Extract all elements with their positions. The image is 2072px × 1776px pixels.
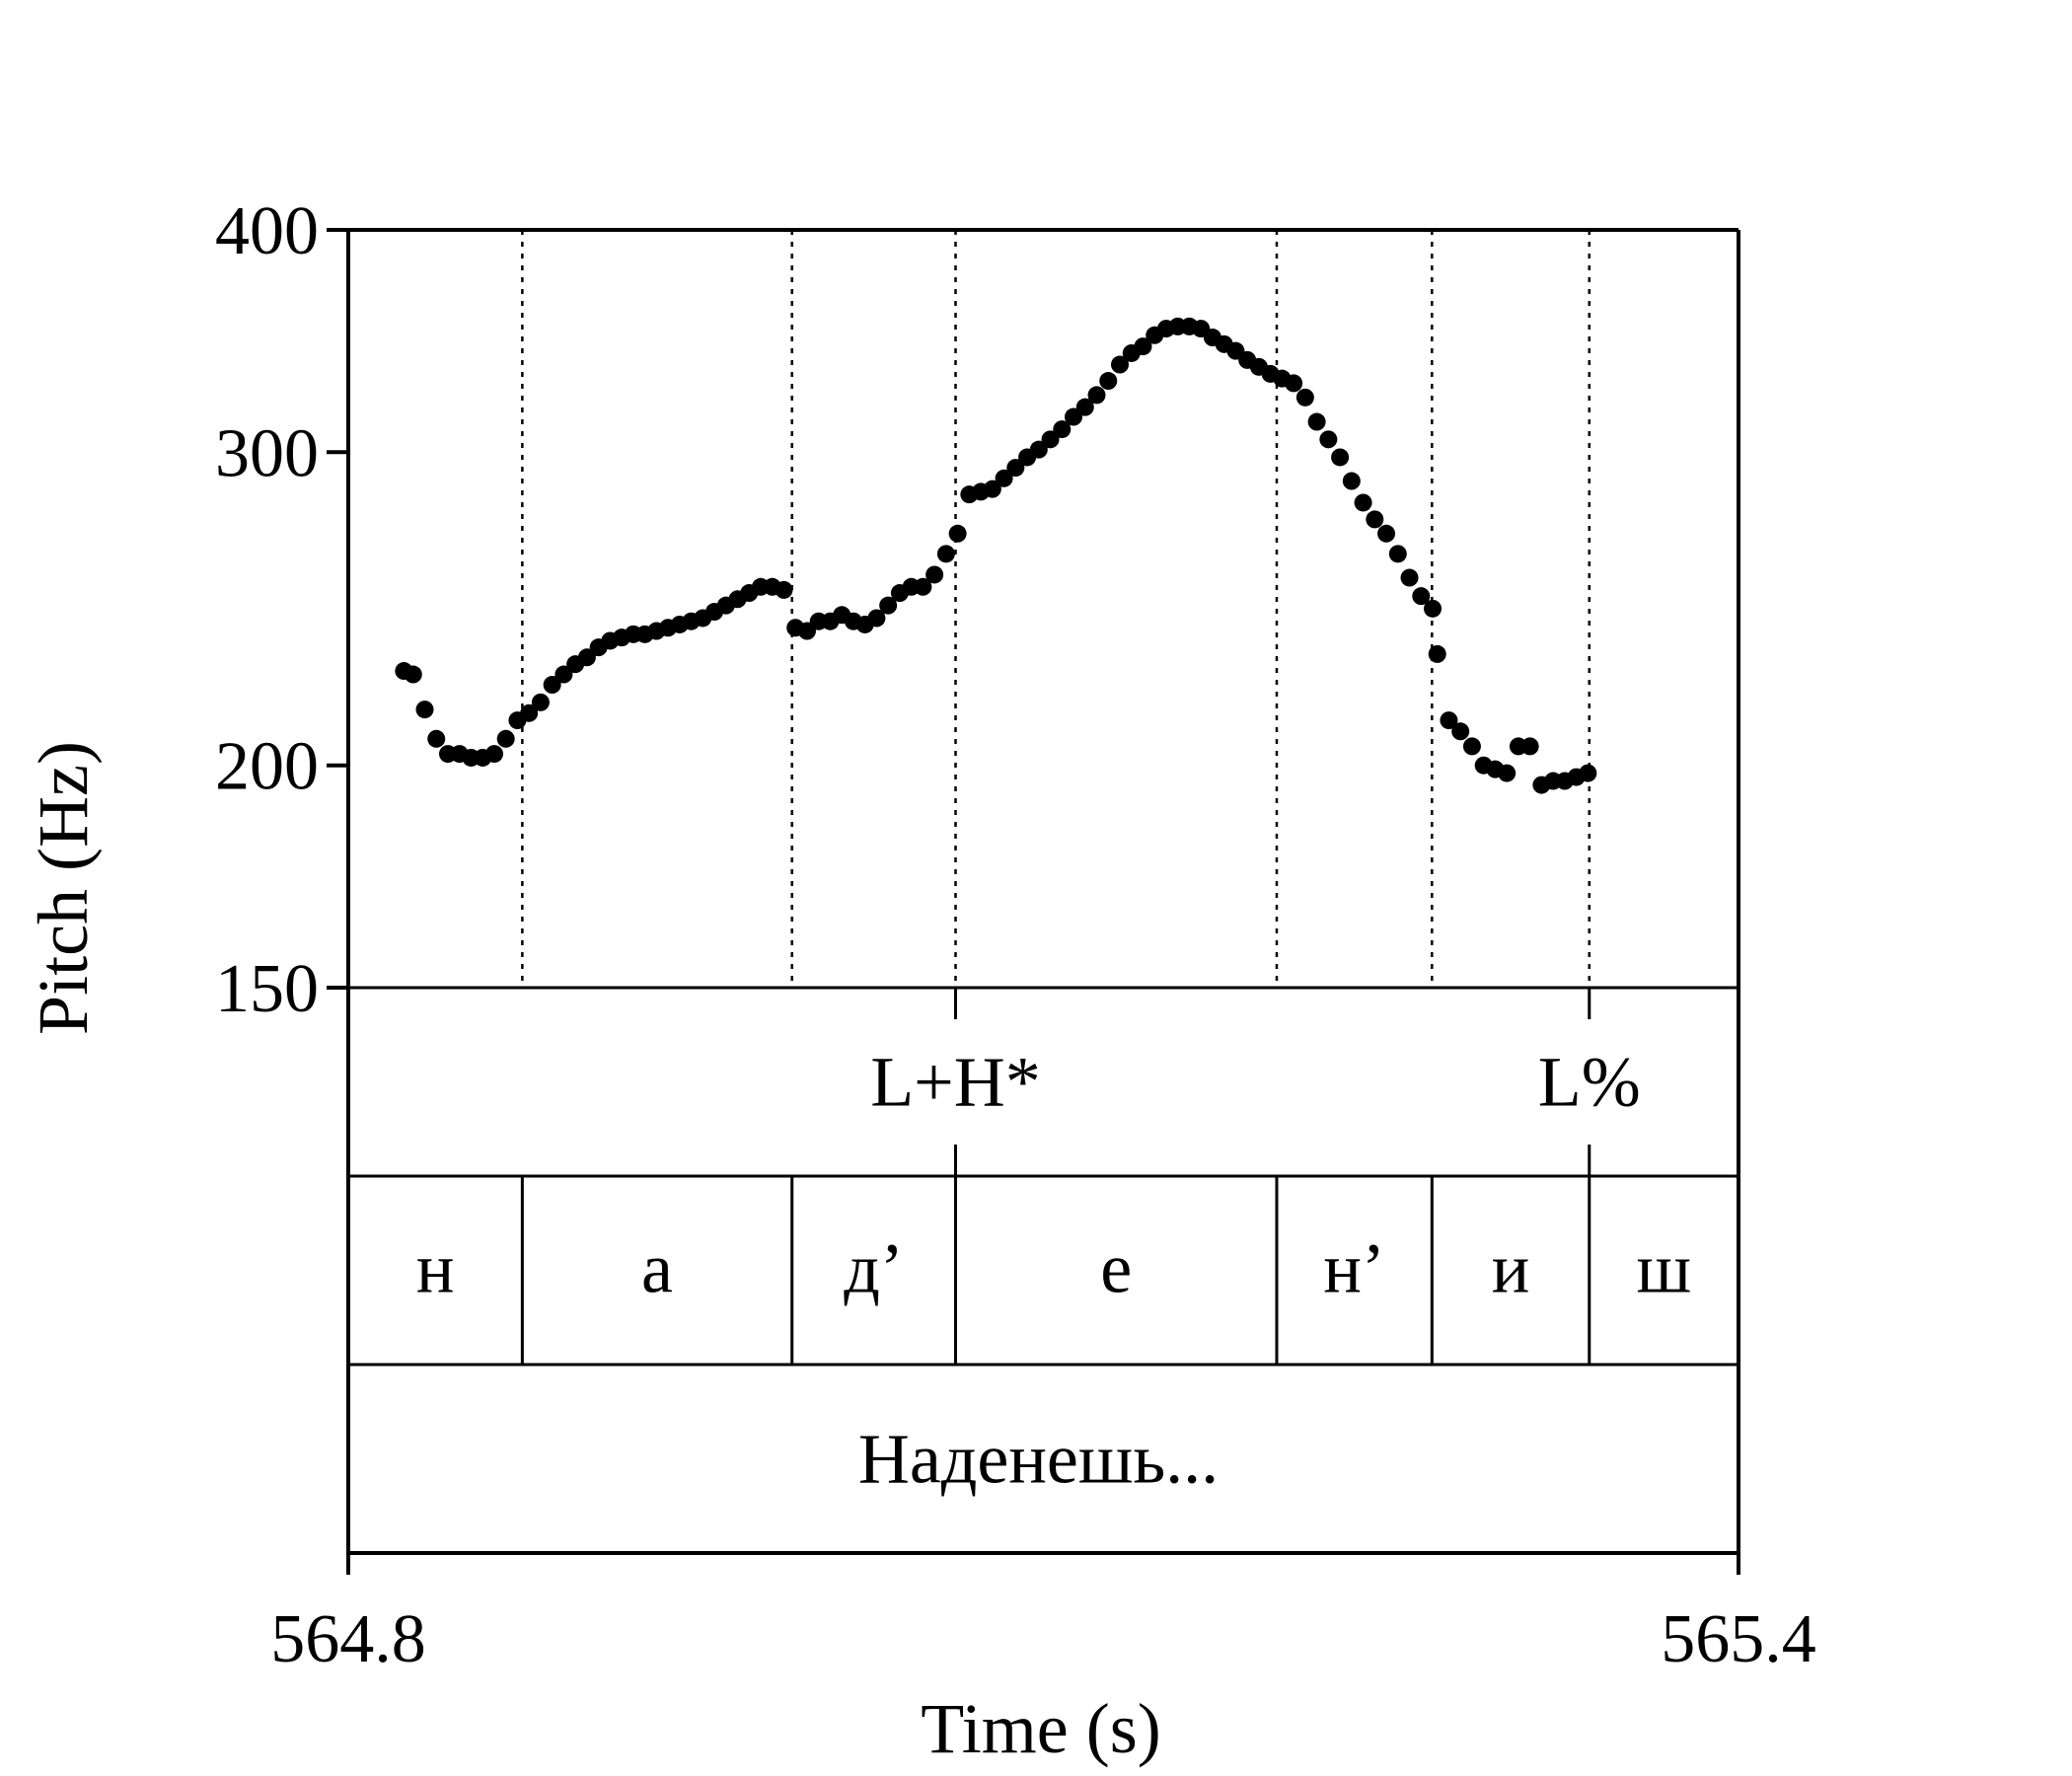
pitch-point — [543, 676, 561, 695]
pitch-point — [948, 524, 967, 543]
segment-label: е — [1100, 1229, 1132, 1308]
segment-label: и — [1492, 1229, 1530, 1308]
pitch-point — [1354, 493, 1372, 512]
pitch-point — [1075, 398, 1094, 416]
pitch-point — [1065, 407, 1083, 426]
pitch-point — [1134, 337, 1152, 356]
pitch-point — [775, 580, 793, 599]
word-label: Наденешь... — [858, 1420, 1219, 1499]
pitch-point — [1041, 430, 1060, 449]
segment-label: д’ — [844, 1229, 904, 1308]
pitch-point — [1498, 764, 1517, 782]
pitch-point — [1342, 472, 1361, 490]
pitch-point — [1006, 459, 1025, 478]
pitch-point — [531, 693, 550, 711]
pitch-points — [395, 317, 1597, 794]
pitch-point — [404, 665, 422, 684]
x-axis-title: Time (s) — [921, 1689, 1160, 1768]
pitch-point — [1029, 440, 1048, 459]
pitch-point — [1520, 737, 1539, 756]
pitch-point — [1412, 587, 1431, 606]
x-tick-label: 565.4 — [1661, 1601, 1816, 1677]
y-tick-label: 400 — [215, 193, 319, 269]
pitch-point — [1087, 386, 1106, 405]
pitch-point — [983, 480, 1001, 498]
annotation-tiers: L+H* L% н а д’ е н’ и ш Наденешь... — [348, 986, 1739, 1499]
pitch-point — [914, 577, 932, 596]
pitch-point — [1331, 448, 1350, 467]
pitch-point — [1451, 722, 1470, 741]
pitch-point — [520, 703, 539, 722]
segment-boundary-lines — [521, 230, 1591, 988]
pitch-point — [1400, 568, 1419, 587]
x-tick-label: 564.8 — [270, 1601, 426, 1677]
segment-label: а — [641, 1229, 673, 1308]
pitch-point — [925, 565, 944, 584]
pitch-point — [1388, 545, 1407, 563]
pitch-point — [1366, 510, 1384, 529]
tone-label: L% — [1538, 1043, 1641, 1122]
plot-frame — [346, 228, 1740, 1555]
pitch-point — [1285, 374, 1303, 393]
pitch-point — [415, 701, 434, 719]
pitch-point — [867, 609, 886, 628]
tone-label: L+H* — [870, 1043, 1041, 1122]
y-axis-title: Pitch (Hz) — [24, 741, 103, 1035]
pitch-point — [1099, 372, 1118, 391]
pitch-point — [879, 596, 898, 615]
pitch-point — [1440, 711, 1458, 730]
axis-ticks: 150 200 300 400 564.8 565.4 — [215, 193, 1816, 1677]
pitch-point — [1053, 420, 1072, 439]
pitch-point — [1462, 737, 1481, 756]
pitch-point — [995, 469, 1013, 487]
pitch-point — [1307, 412, 1326, 431]
y-tick-label: 300 — [215, 415, 319, 491]
pitch-point — [427, 729, 446, 748]
segment-label: н — [416, 1229, 455, 1308]
pitch-point — [496, 729, 515, 748]
pitch-point — [1110, 355, 1129, 374]
pitch-point — [1424, 599, 1443, 618]
pitch-point — [577, 648, 596, 667]
pitch-point — [1428, 644, 1446, 663]
y-tick-label: 150 — [215, 951, 319, 1027]
y-tick-label: 200 — [215, 729, 319, 805]
pitch-point — [555, 665, 573, 684]
pitch-point — [1377, 524, 1396, 543]
pitch-point — [1579, 764, 1597, 782]
pitch-point — [484, 745, 503, 764]
segment-label: н’ — [1323, 1229, 1385, 1308]
pitch-point — [1295, 388, 1314, 407]
pitch-point — [1319, 430, 1338, 449]
segment-label: ш — [1637, 1229, 1691, 1308]
pitch-point — [936, 545, 955, 563]
